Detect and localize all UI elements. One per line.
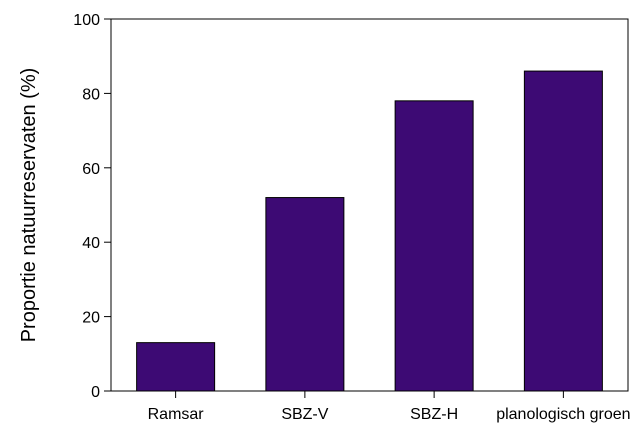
y-tick-label: 100 [73,12,100,29]
bars-group [136,70,603,392]
y-tick-labels: 0 20 40 60 80 100 [73,12,100,401]
y-axis-title: Proportie natuurreservaten (%) [18,68,40,343]
x-tick-label: planologisch groen [496,406,630,423]
bar-sbz-v [265,197,345,392]
y-tick-label: 60 [82,161,100,178]
y-tick-label: 40 [82,235,100,252]
bar-sbz-h [394,100,474,392]
y-tick-label: 80 [82,86,100,103]
x-tick-label: Ramsar [148,406,205,423]
x-tick-labels: Ramsar SBZ-V SBZ-H planologisch groen [148,406,631,423]
y-tick-label: 20 [82,310,100,327]
plot-frame [110,18,629,392]
y-tick-label: 0 [91,384,100,401]
axes-group [104,18,629,398]
bar-planologisch-groen [523,70,603,392]
bar-ramsar [136,342,216,392]
x-tick-label: SBZ-V [281,406,328,423]
x-tick-label: SBZ-H [410,406,458,423]
